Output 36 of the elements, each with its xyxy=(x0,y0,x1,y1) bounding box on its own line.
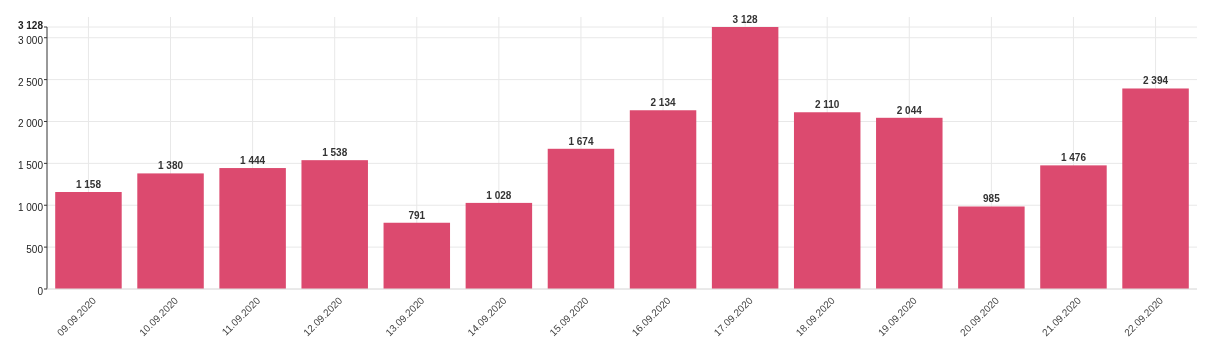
bar xyxy=(958,206,1025,289)
y-tick-label: 3 000 xyxy=(17,34,44,46)
data-label: 1 158 xyxy=(75,179,102,191)
data-label: 1 444 xyxy=(240,155,266,167)
y-tick-label: 1 000 xyxy=(17,202,44,214)
data-label: 1 674 xyxy=(568,135,594,147)
y-tick-label: 500 xyxy=(26,244,44,256)
y-tick-label: 2 000 xyxy=(17,118,44,130)
bar xyxy=(465,202,533,289)
data-label: 3 128 xyxy=(732,14,759,25)
bar xyxy=(137,173,204,289)
bar xyxy=(547,148,615,289)
y-tick-label: 3 128 xyxy=(17,20,44,31)
bar xyxy=(1040,165,1107,289)
bar xyxy=(876,117,943,289)
data-label: 791 xyxy=(408,209,426,221)
bar xyxy=(711,27,779,289)
data-label: 2 394 xyxy=(1143,75,1169,87)
y-tick-label: 2 500 xyxy=(17,76,44,88)
data-label: 2 110 xyxy=(814,99,840,111)
data-label: 2 044 xyxy=(896,104,923,116)
y-tick-label: 1 500 xyxy=(17,160,44,172)
data-label: 985 xyxy=(983,193,1001,205)
data-label: 2 134 xyxy=(650,97,676,109)
bar xyxy=(301,160,368,289)
data-label: 1 028 xyxy=(486,189,512,201)
bar xyxy=(629,110,697,289)
bar xyxy=(793,112,861,289)
bar xyxy=(219,168,286,289)
bar xyxy=(383,222,451,289)
data-label: 1 538 xyxy=(322,147,348,159)
bar xyxy=(1122,88,1189,289)
data-label: 1 380 xyxy=(158,160,184,172)
data-label: 1 476 xyxy=(1060,152,1087,164)
y-tick-label: 0 xyxy=(37,286,44,297)
bar xyxy=(55,192,122,289)
